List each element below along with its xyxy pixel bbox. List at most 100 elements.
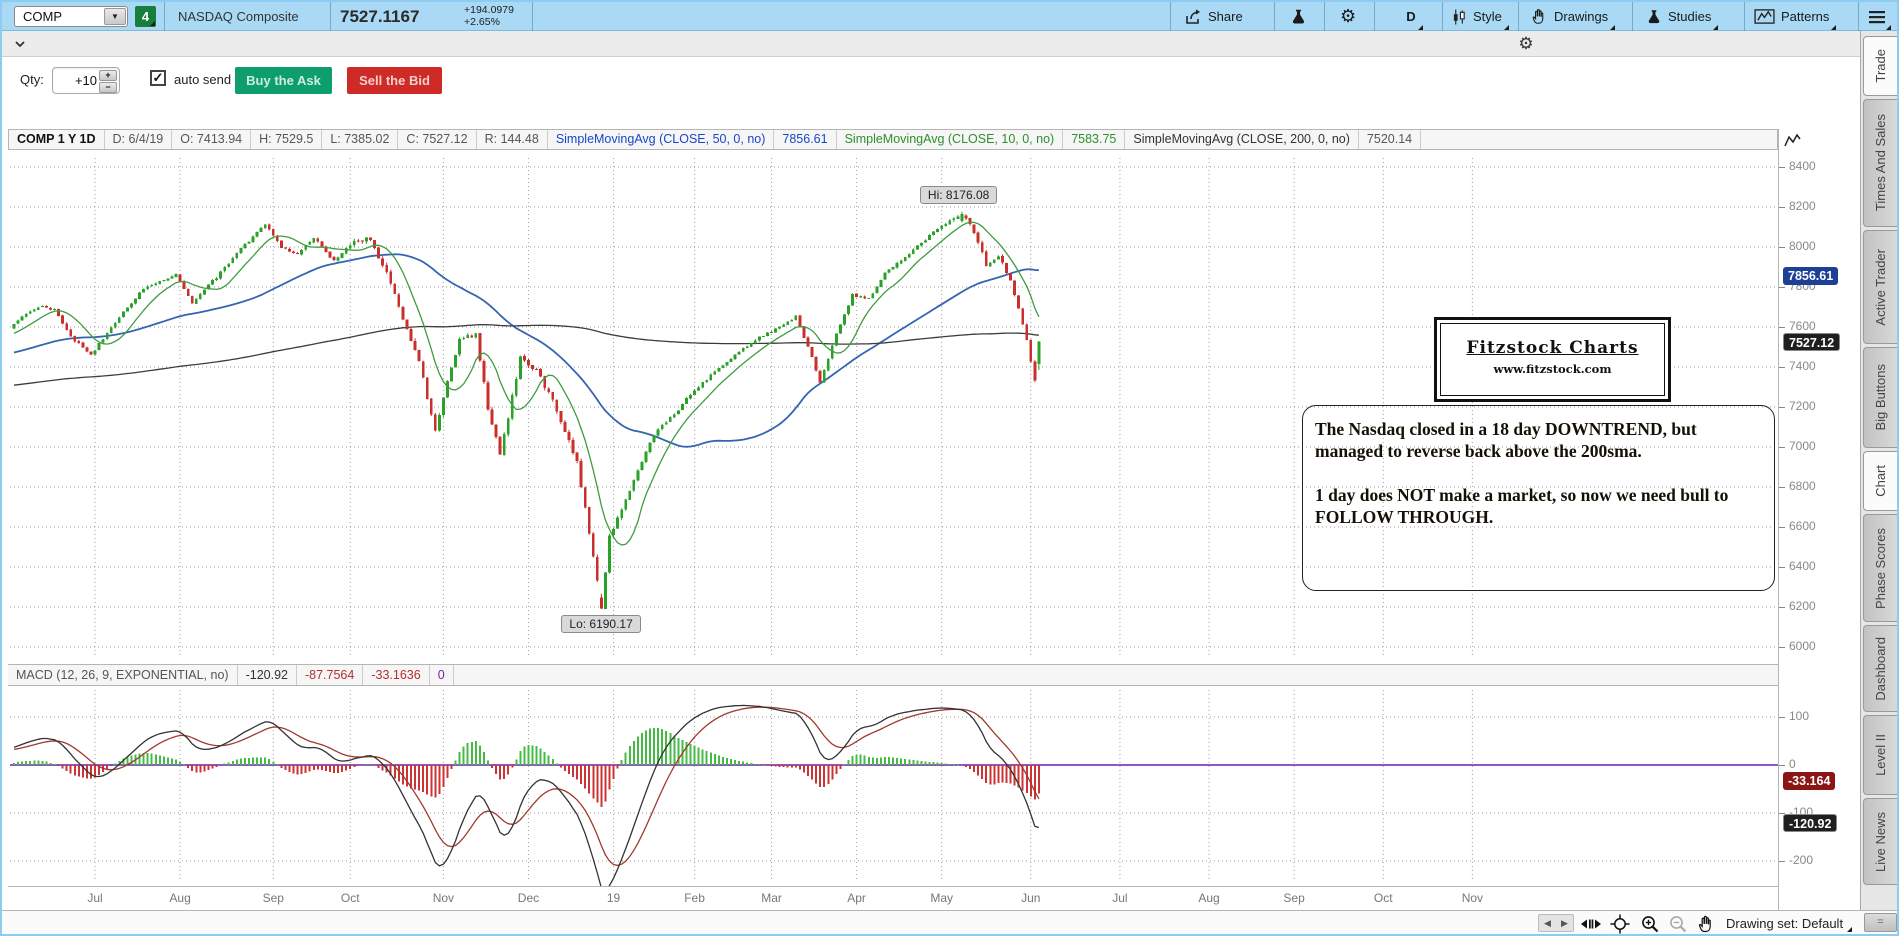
sidebar-tab-times-and-sales[interactable]: Times And Sales xyxy=(1863,99,1897,227)
timeframe-button[interactable]: D xyxy=(1398,2,1424,31)
macd-histogram-bar xyxy=(73,765,76,776)
sidebar-tab-chart[interactable]: Chart xyxy=(1863,451,1897,511)
symbol-input[interactable]: COMP xyxy=(23,9,62,24)
zoom-out-button[interactable] xyxy=(1668,913,1688,934)
candle-body xyxy=(851,293,854,306)
price-axis[interactable]: 8400 8200 8000 7800 7600 7400 7200 7000 6800 6600… xyxy=(1778,129,1860,910)
candle-body xyxy=(709,374,713,380)
sidebar-tab-phase-scores[interactable]: Phase Scores xyxy=(1863,514,1897,622)
macd-histogram-bar xyxy=(981,765,984,780)
macd-histogram-bar xyxy=(855,754,858,765)
macd-histogram-bar xyxy=(507,765,510,775)
quantity-stepper[interactable]: +10 + − xyxy=(52,67,120,94)
time-scroll-buttons[interactable]: ◀ ▶ xyxy=(1538,914,1574,932)
candle-body xyxy=(587,507,591,534)
time-axis-label: May xyxy=(930,891,954,905)
macd-histogram-bar xyxy=(713,754,716,765)
candle-body xyxy=(996,256,1000,260)
chart-settings-button[interactable]: ⚙ xyxy=(1340,2,1356,31)
candle-body xyxy=(883,272,887,280)
macd-histogram-bar xyxy=(1033,765,1036,800)
sma50-study-label[interactable]: SimpleMovingAvg (CLOSE, 50, 0, no) xyxy=(548,130,775,149)
sidebar-tab-big-buttons[interactable]: Big Buttons xyxy=(1863,347,1897,448)
macd-histogram-bar xyxy=(166,757,169,765)
sidebar-tab-active-trader[interactable]: Active Trader xyxy=(1863,230,1897,344)
sidebar-tab-level-ii[interactable]: Level II xyxy=(1863,715,1897,795)
macd-histogram-bar xyxy=(191,765,194,772)
studies-menu-button[interactable]: Studies xyxy=(1646,2,1719,31)
macd-histogram-bar xyxy=(580,765,583,784)
crosshair-cursor-button[interactable] xyxy=(1610,913,1630,934)
candle-body xyxy=(527,359,530,366)
macd-chart-canvas[interactable] xyxy=(10,686,1778,886)
symbol-dropdown-button[interactable]: ▼ xyxy=(104,8,126,25)
macd-histogram-bar xyxy=(373,765,376,766)
candle-body xyxy=(681,403,684,410)
zoom-in-button[interactable] xyxy=(1640,913,1660,934)
macd-histogram-bar xyxy=(871,757,874,765)
sma200-study-label[interactable]: SimpleMovingAvg (CLOSE, 200, 0, no) xyxy=(1125,130,1359,149)
macd-histogram-bar xyxy=(430,765,433,797)
macd-histogram-bar xyxy=(13,762,15,765)
candle-body xyxy=(980,242,984,252)
auto-fit-button[interactable] xyxy=(1580,913,1602,934)
macd-histogram-bar xyxy=(418,765,421,791)
macd-histogram-bar xyxy=(843,764,846,765)
candle-body xyxy=(365,237,368,242)
drawing-set-selector[interactable]: Drawing set: Default xyxy=(1726,914,1853,933)
candle-body xyxy=(45,305,48,308)
sidebar-tab-trade[interactable]: Trade xyxy=(1863,36,1897,96)
quantity-value[interactable]: +10 xyxy=(74,73,97,88)
chart-menu-button[interactable] xyxy=(1868,2,1892,31)
scroll-left-icon[interactable]: ◀ xyxy=(1544,917,1551,928)
candle-body xyxy=(162,280,166,282)
macd-histogram-bar xyxy=(243,757,246,765)
gear-icon[interactable]: ⚙ xyxy=(1518,34,1534,53)
candle-body xyxy=(369,237,372,241)
candle-body xyxy=(757,336,761,341)
candle-body xyxy=(373,240,376,248)
macd-axis-label: -200 xyxy=(1789,853,1814,867)
collapse-chevron-button[interactable] xyxy=(10,34,30,54)
candle-body xyxy=(697,387,701,391)
chart-mode-toggle-icon[interactable] xyxy=(1784,133,1801,153)
candle-body xyxy=(275,235,279,241)
quick-study-button[interactable] xyxy=(1290,2,1307,31)
candle-body xyxy=(356,240,360,242)
sma10-study-label[interactable]: SimpleMovingAvg (CLOSE, 10, 0, no) xyxy=(837,130,1064,149)
candle-body xyxy=(308,242,312,245)
macd-histogram-bar xyxy=(29,760,32,765)
macd-histogram-bar xyxy=(697,747,700,765)
macd-study-label[interactable]: MACD (12, 26, 9, EXPONENTIAL, no) xyxy=(8,665,238,685)
style-menu-button[interactable]: Style xyxy=(1452,2,1510,31)
drawings-menu-button[interactable]: Drawings xyxy=(1530,2,1616,31)
pan-hand-button[interactable] xyxy=(1696,913,1716,934)
candle-body xyxy=(960,214,964,221)
divider xyxy=(1632,2,1633,31)
time-axis[interactable]: Jul Aug Sep Oct Nov Dec 19 Feb Mar Apr May Jun Jul Au… xyxy=(8,886,1778,910)
macd-histogram-bar xyxy=(547,755,550,765)
buy-the-ask-button[interactable]: Buy the Ask xyxy=(235,67,332,94)
quantity-increase-button[interactable]: + xyxy=(99,70,117,81)
share-button[interactable]: Share xyxy=(1184,2,1243,31)
sidebar-tab-dashboard[interactable]: Dashboard xyxy=(1863,625,1897,712)
drawings-label: Drawings xyxy=(1554,9,1609,24)
patterns-menu-button[interactable]: Patterns xyxy=(1754,2,1837,31)
watchlist-link-badge[interactable]: 4 xyxy=(135,6,156,27)
candle-body xyxy=(40,306,44,308)
candle-body xyxy=(421,361,425,378)
candle-body xyxy=(632,480,636,491)
scroll-right-icon[interactable]: ▶ xyxy=(1561,917,1568,928)
auto-send-checkbox[interactable]: ✓ xyxy=(150,70,166,86)
symbol-combo[interactable]: COMP ▼ xyxy=(14,6,128,27)
price-chart-canvas[interactable] xyxy=(10,150,1778,664)
scrollbar-grip[interactable]: = xyxy=(1864,913,1897,932)
macd-axis-label: 0 xyxy=(1789,757,1796,771)
candle-body xyxy=(158,280,162,284)
sell-the-bid-button[interactable]: Sell the Bid xyxy=(347,67,442,94)
candle-body xyxy=(599,597,603,609)
macd-histogram-bar xyxy=(280,765,283,768)
quantity-decrease-button[interactable]: − xyxy=(99,82,117,93)
macd-histogram-bar xyxy=(345,765,348,771)
sidebar-tab-live-news[interactable]: Live News xyxy=(1863,798,1897,885)
